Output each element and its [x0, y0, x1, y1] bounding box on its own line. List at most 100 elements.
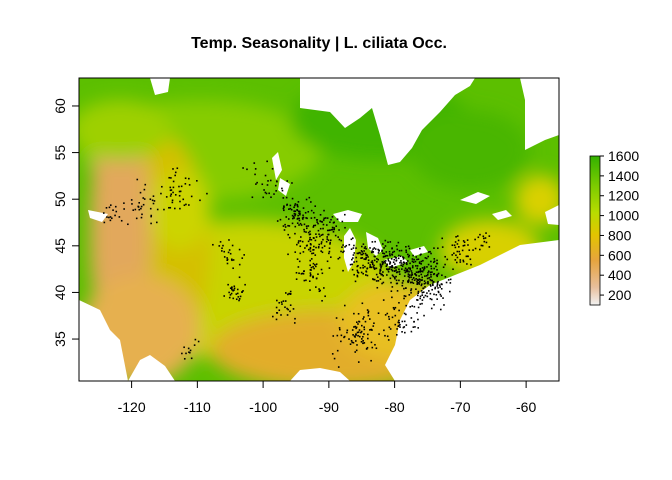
occurrence-point: [140, 205, 143, 208]
occurrence-point: [340, 334, 343, 337]
occurrence-point: [353, 244, 355, 247]
occurrence-point: [374, 248, 377, 250]
occurrence-point: [320, 241, 323, 243]
occurrence-point: [462, 240, 465, 242]
occurrence-point: [169, 189, 172, 192]
occurrence-point: [373, 278, 376, 281]
occurrence-point: [300, 273, 303, 275]
occurrence-point: [284, 306, 286, 309]
occurrence-point: [297, 217, 299, 220]
occurrence-point: [187, 347, 190, 350]
occurrence-point: [223, 250, 226, 253]
occurrence-point: [282, 207, 285, 210]
occurrence-point: [418, 275, 420, 277]
occurrence-point: [424, 294, 427, 297]
occurrence-point: [405, 324, 408, 326]
occurrence-point: [131, 203, 133, 205]
occurrence-point: [390, 268, 393, 271]
occurrence-point: [352, 334, 354, 336]
occurrence-point: [244, 283, 246, 286]
occurrence-point: [362, 252, 365, 255]
occurrence-point: [136, 178, 139, 181]
occurrence-point: [309, 247, 312, 250]
occurrence-point: [436, 275, 438, 278]
occurrence-point: [130, 199, 133, 201]
occurrence-point: [455, 261, 458, 264]
occurrence-point: [352, 254, 355, 256]
occurrence-point: [289, 290, 292, 293]
occurrence-point: [422, 259, 424, 262]
occurrence-point: [409, 268, 412, 271]
occurrence-point: [227, 283, 229, 286]
occurrence-point: [278, 301, 281, 304]
occurrence-point: [365, 274, 367, 276]
occurrence-point: [298, 210, 301, 213]
occurrence-point: [395, 244, 398, 247]
occurrence-point: [458, 250, 461, 253]
occurrence-point: [348, 338, 350, 340]
occurrence-point: [400, 264, 402, 267]
occurrence-point: [362, 267, 364, 269]
occurrence-point: [295, 278, 298, 281]
occurrence-point: [394, 306, 397, 309]
occurrence-point: [435, 274, 438, 277]
occurrence-point: [369, 247, 371, 249]
occurrence-point: [310, 269, 312, 271]
occurrence-point: [379, 270, 381, 272]
occurrence-point: [396, 334, 398, 336]
occurrence-point: [421, 299, 424, 301]
occurrence-point: [346, 331, 348, 334]
occurrence-point: [212, 243, 214, 246]
occurrence-point: [296, 204, 299, 207]
occurrence-point: [469, 258, 472, 261]
occurrence-point: [355, 349, 358, 352]
occurrence-point: [403, 320, 406, 323]
occurrence-point: [407, 273, 410, 275]
occurrence-point: [350, 248, 353, 250]
x-tick-label: -120: [118, 399, 146, 415]
occurrence-point: [294, 251, 297, 253]
occurrence-point: [433, 260, 436, 263]
occurrence-point: [323, 287, 325, 289]
occurrence-point: [405, 251, 408, 253]
occurrence-point: [366, 346, 369, 349]
occurrence-point: [365, 270, 368, 273]
occurrence-point: [426, 266, 428, 268]
y-tick-label: 60: [52, 98, 68, 114]
occurrence-point: [320, 250, 322, 252]
occurrence-point: [398, 301, 400, 304]
occurrence-point: [384, 262, 387, 264]
occurrence-point: [410, 330, 413, 333]
occurrence-point: [437, 272, 440, 275]
occurrence-point: [352, 341, 355, 344]
occurrence-point: [303, 228, 305, 231]
occurrence-point: [235, 293, 238, 295]
occurrence-point: [435, 265, 437, 268]
occurrence-point: [315, 265, 317, 268]
occurrence-point: [287, 308, 289, 311]
occurrence-point: [482, 237, 485, 240]
occurrence-point: [482, 235, 485, 238]
occurrence-point: [284, 292, 287, 294]
occurrence-point: [377, 258, 379, 261]
occurrence-point: [330, 218, 332, 221]
occurrence-point: [105, 207, 108, 209]
occurrence-point: [222, 244, 224, 247]
occurrence-point: [433, 293, 435, 296]
occurrence-point: [286, 307, 288, 310]
occurrence-point: [338, 238, 341, 241]
occurrence-point: [372, 325, 375, 327]
occurrence-point: [102, 212, 105, 214]
occurrence-point: [272, 315, 274, 318]
occurrence-point: [149, 198, 152, 201]
occurrence-point: [179, 207, 181, 210]
occurrence-point: [197, 340, 200, 343]
occurrence-point: [454, 246, 457, 249]
occurrence-point: [294, 214, 296, 217]
occurrence-point: [356, 331, 359, 334]
occurrence-point: [231, 288, 233, 291]
occurrence-point: [343, 250, 345, 253]
occurrence-point: [432, 284, 434, 287]
occurrence-point: [426, 274, 429, 276]
occurrence-point: [307, 225, 310, 227]
